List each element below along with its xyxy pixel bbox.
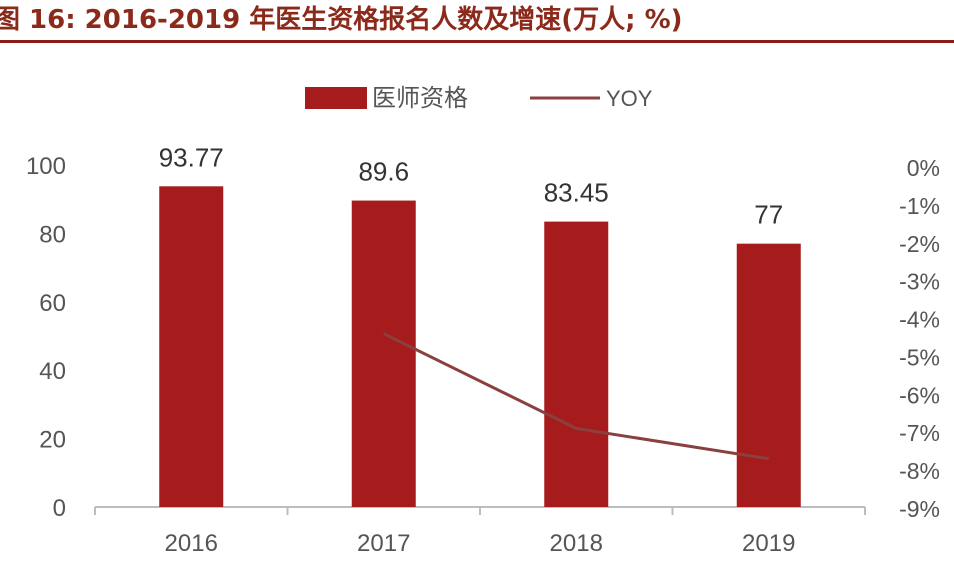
- y-right-tick-label: -1%: [899, 193, 940, 219]
- bar: [544, 221, 609, 507]
- bars: [159, 186, 801, 508]
- y-right-tick-label: -3%: [899, 269, 940, 295]
- x-tick-label: 2019: [742, 530, 795, 557]
- legend-bar-swatch: [305, 87, 367, 109]
- x-tick-label: 2016: [165, 530, 218, 557]
- axes: 2016 2017 2018 2019 0 20 40 60 80 100 0% -1% -2% -3% -…: [26, 153, 940, 557]
- bar-data-label: 89.6: [358, 157, 409, 187]
- y-left-tick-label: 80: [39, 221, 66, 248]
- x-tick-label: 2017: [357, 530, 410, 557]
- x-tick-label: 2018: [550, 530, 603, 557]
- bar: [736, 243, 801, 507]
- bar-data-label: 77: [754, 200, 783, 230]
- bar: [159, 186, 224, 508]
- y-right-tick-label: -5%: [899, 344, 940, 370]
- chart: 医师资格 YOY 2016 2017 2018 2019 0 20 40 60 80 100 0% -1…: [26, 85, 940, 557]
- y-right-tick-label: 0%: [907, 155, 940, 181]
- bar: [351, 200, 416, 507]
- legend: 医师资格 YOY: [305, 85, 653, 112]
- y-left-tick-label: 40: [39, 358, 66, 385]
- y-right-tick-label: -8%: [899, 458, 940, 484]
- yoy-line-group: [383, 332, 769, 461]
- y-right-tick-label: -6%: [899, 382, 940, 408]
- bar-data-label: 83.45: [544, 178, 609, 208]
- chart-title-text: 图 16: 2016-2019 年医生资格报名人数及增速(万人; %): [0, 5, 683, 35]
- legend-bar-label: 医师资格: [372, 85, 468, 112]
- legend-line-label: YOY: [606, 86, 653, 111]
- y-left-tick-label: 60: [39, 290, 66, 317]
- y-left-tick-label: 0: [53, 495, 66, 522]
- chart-title: 图 16: 2016-2019 年医生资格报名人数及增速(万人; %): [0, 0, 954, 43]
- bar-data-label: 93.77: [159, 142, 224, 172]
- data-labels: 93.77 89.6 83.45 77: [159, 142, 784, 229]
- y-right-tick-label: -4%: [899, 307, 940, 333]
- y-left-tick-label: 20: [39, 427, 66, 454]
- y-right-tick-label: -7%: [899, 420, 940, 446]
- y-left-tick-label: 100: [26, 153, 66, 180]
- y-right-tick-label: -9%: [899, 496, 940, 522]
- y-right-tick-label: -2%: [899, 231, 940, 257]
